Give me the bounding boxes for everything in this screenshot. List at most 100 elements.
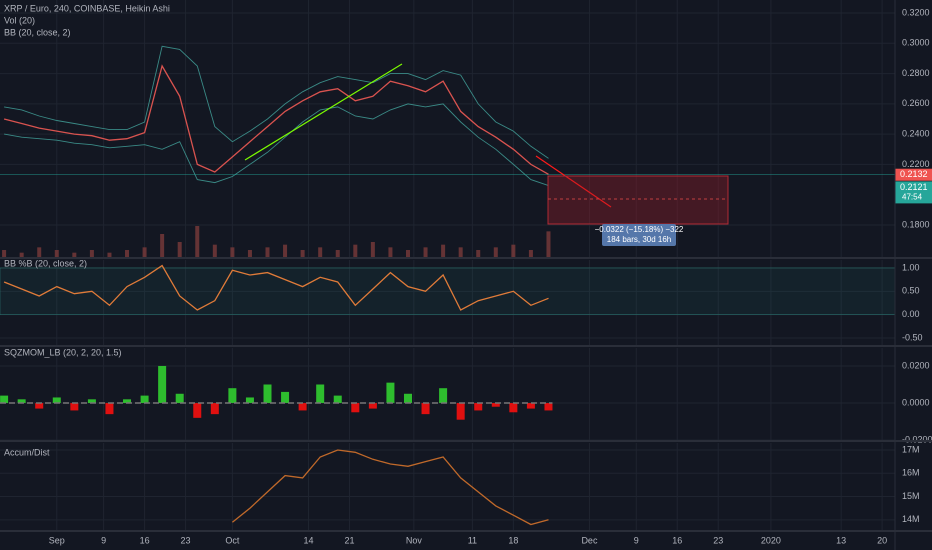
- x-tick-label: Nov: [406, 535, 423, 545]
- histogram-bar: [175, 393, 184, 404]
- volume-bar: [370, 242, 375, 258]
- histogram-bar: [35, 403, 44, 409]
- y-tick-label: 16M: [902, 468, 920, 478]
- y-tick-label: 0.50: [902, 286, 920, 296]
- volume-bar: [283, 244, 288, 258]
- histogram-bar: [123, 399, 132, 404]
- volume-bar: [230, 247, 235, 258]
- volume-bar: [388, 247, 393, 258]
- x-tick-label: Dec: [581, 535, 598, 545]
- histogram-bar: [333, 395, 342, 404]
- volume-bar: [54, 250, 59, 258]
- volume-bar: [318, 247, 323, 258]
- x-tick-label: 14: [303, 535, 313, 545]
- x-tick-label: 9: [101, 535, 106, 545]
- histogram-bar: [421, 403, 430, 415]
- y-tick-label: 0.00: [902, 309, 920, 319]
- y-tick-label: 0.2800: [902, 68, 930, 78]
- volume-bar: [493, 247, 498, 258]
- y-tick-label: 0.0000: [902, 397, 930, 407]
- volume-bar: [160, 234, 165, 258]
- histogram-bar: [456, 403, 465, 420]
- histogram-bar: [298, 403, 307, 411]
- x-tick-label: 20: [877, 535, 887, 545]
- price-label: 0.2132: [900, 169, 928, 179]
- y-tick-label: 1.00: [902, 262, 920, 272]
- volume-bar: [511, 244, 516, 258]
- series-line: [4, 103, 549, 187]
- histogram-bar: [193, 403, 202, 418]
- volume-bar: [177, 242, 182, 258]
- histogram-bar: [386, 382, 395, 404]
- measure-box: [547, 175, 729, 225]
- x-tick-label: 21: [344, 535, 354, 545]
- histogram-bar: [52, 397, 61, 404]
- x-tick-label: 2020: [761, 535, 781, 545]
- histogram-bar: [140, 395, 149, 404]
- volume-bar: [19, 252, 24, 258]
- volume-bar: [72, 252, 77, 258]
- y-tick-label: 14M: [902, 514, 920, 524]
- x-tick-label: 13: [836, 535, 846, 545]
- volume-bar: [300, 250, 305, 258]
- histogram-bar: [316, 384, 325, 404]
- x-tick-label: 16: [672, 535, 682, 545]
- volume-bar: [405, 250, 410, 258]
- histogram-bar: [368, 403, 377, 409]
- y-tick-label: 15M: [902, 491, 920, 501]
- pane: [0, 264, 895, 339]
- volume-bar: [441, 244, 446, 258]
- x-tick-label: 18: [508, 535, 518, 545]
- pane: [0, 365, 895, 441]
- volume-bar: [528, 250, 533, 258]
- measure-text: 184 bars, 30d 16h: [607, 235, 672, 244]
- x-tick-label: Sep: [49, 535, 65, 545]
- volume-bar: [125, 250, 130, 258]
- histogram-bar: [228, 388, 237, 404]
- pane: [0, 449, 895, 526]
- volume-bar: [247, 250, 252, 258]
- pane: [0, 12, 895, 258]
- histogram-bar: [544, 403, 553, 411]
- indicator-label: Vol (20): [4, 15, 35, 25]
- indicator-label: BB (20, close, 2): [4, 27, 71, 37]
- y-tick-label: 0.2400: [902, 129, 930, 139]
- measure-text: −0.0322 (−15.18%) −322: [595, 225, 684, 234]
- series-line: [3, 264, 549, 311]
- volume-bar: [265, 247, 270, 258]
- y-tick-label: 0.2600: [902, 98, 930, 108]
- volume-bar: [353, 244, 358, 258]
- volume-bar: [335, 250, 340, 258]
- chart-title: XRP / Euro, 240, COINBASE, Heikin Ashi: [4, 3, 170, 13]
- histogram-bar: [0, 395, 9, 404]
- y-tick-label: -0.0200: [902, 434, 932, 444]
- histogram-bar: [403, 393, 412, 404]
- x-tick-label: Oct: [225, 535, 240, 545]
- pane-title: SQZMOM_LB (20, 2, 20, 1.5): [4, 347, 122, 357]
- countdown: 47:54: [902, 193, 923, 202]
- trend-line: [244, 63, 403, 161]
- volume-bar: [107, 252, 112, 258]
- histogram-bar: [526, 403, 535, 409]
- histogram-bar: [105, 403, 114, 415]
- histogram-bar: [439, 388, 448, 404]
- volume-bar: [37, 247, 42, 258]
- series-line: [3, 64, 549, 175]
- volume-bar: [2, 250, 7, 258]
- volume-bar: [546, 231, 551, 258]
- histogram-bar: [491, 403, 500, 407]
- histogram-bar: [17, 399, 26, 404]
- pane-title: Accum/Dist: [4, 447, 50, 457]
- histogram-bar: [351, 403, 360, 413]
- price-label: 0.2121: [900, 182, 928, 192]
- x-tick-label: 23: [181, 535, 191, 545]
- histogram-bar: [245, 397, 254, 404]
- y-tick-label: 0.1800: [902, 219, 930, 229]
- y-tick-label: 0.0200: [902, 360, 930, 370]
- price-label-bg: [895, 168, 932, 181]
- x-tick-label: 16: [140, 535, 150, 545]
- histogram-bar: [210, 403, 219, 415]
- volume-bar: [89, 250, 94, 258]
